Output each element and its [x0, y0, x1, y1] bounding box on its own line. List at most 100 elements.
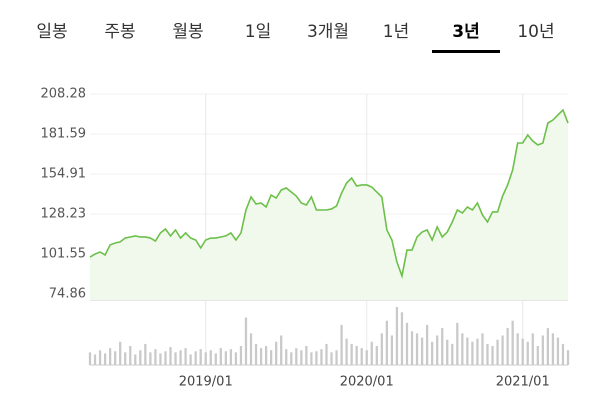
volume-bar — [93, 354, 97, 365]
volume-bar — [295, 348, 298, 365]
price-line — [89, 108, 569, 279]
volume-bar — [88, 352, 92, 365]
volume-bar — [159, 353, 162, 365]
volume-bar — [436, 335, 439, 365]
x-tick-label: 2019/01 — [179, 375, 233, 390]
volume-bar — [360, 348, 363, 365]
volume-bar — [355, 346, 358, 365]
volume-bar — [270, 350, 273, 365]
volume-bar — [446, 339, 449, 365]
volume-bar — [506, 328, 509, 365]
volume-bar — [239, 346, 243, 365]
x-tick-label: 2020/01 — [340, 375, 394, 390]
volume-bar — [134, 354, 137, 365]
volume-bar — [481, 333, 484, 365]
volume-bar — [290, 352, 293, 365]
volume-bar — [310, 352, 313, 365]
volume-bar — [194, 351, 197, 365]
volume-bar — [305, 346, 308, 365]
volume-bar — [144, 343, 147, 365]
period-tab[interactable]: 3개월 — [307, 22, 349, 42]
volume-bar — [536, 346, 539, 365]
selected-tab-underline — [432, 50, 500, 53]
volume-bar — [214, 353, 217, 365]
y-tick-label: 128.23 — [41, 206, 87, 221]
volume-bar — [431, 341, 434, 365]
volume-bar — [521, 338, 524, 365]
period-tab[interactable]: 1년 — [383, 22, 409, 42]
volume-bar — [400, 312, 404, 365]
volume-bar — [164, 351, 167, 365]
volume-bar — [566, 350, 570, 365]
period-tab[interactable]: 1일 — [245, 22, 271, 42]
volume-bar — [516, 333, 519, 365]
volume-bar — [496, 339, 499, 365]
volume-bar — [466, 337, 469, 365]
volume-bar — [531, 333, 534, 365]
volume-bar — [395, 307, 399, 365]
volume-bar — [365, 350, 368, 365]
volume-bar — [259, 348, 263, 365]
volume-bar — [471, 341, 474, 365]
volume-bar — [491, 346, 494, 365]
volume-bar — [285, 349, 288, 365]
volume-bar — [224, 351, 227, 365]
volume-bar — [375, 346, 378, 365]
volume-bar — [325, 343, 328, 365]
period-tab[interactable]: 10년 — [517, 22, 554, 42]
volume-bar — [350, 343, 353, 365]
period-tab[interactable]: 일봉 — [36, 22, 67, 42]
volume-bar — [149, 352, 152, 365]
volume-bar — [415, 333, 419, 365]
volume-bar — [280, 335, 283, 365]
volume-bar — [441, 328, 444, 365]
period-tab[interactable]: 월봉 — [172, 22, 203, 42]
volume-bar — [410, 331, 414, 365]
period-tab[interactable]: 3년 — [452, 22, 479, 42]
y-tick-label: 101.55 — [41, 246, 87, 261]
volume-bar — [451, 343, 454, 365]
volume-bar — [204, 352, 207, 365]
volume-bar — [103, 353, 107, 365]
volume-bar — [546, 328, 550, 365]
volume-bar — [139, 350, 142, 365]
volume-bar — [234, 352, 238, 365]
volume-bar — [264, 346, 268, 365]
volume-bar — [461, 333, 464, 365]
volume-bar — [370, 341, 373, 365]
volume-bar — [184, 348, 187, 365]
volume-bar — [174, 352, 177, 365]
volume-bar — [476, 338, 479, 365]
volume-bar — [551, 333, 555, 365]
y-tick-label: 154.91 — [41, 167, 87, 182]
volume-bar — [209, 350, 212, 365]
volume-bar — [330, 352, 333, 365]
x-tick-label: 2021/01 — [496, 375, 550, 390]
volume-bar — [405, 322, 409, 365]
y-tick-label: 181.59 — [41, 127, 87, 142]
volume-bar — [315, 351, 318, 365]
volume-bar — [254, 343, 258, 365]
volume-bar — [385, 320, 388, 365]
volume-bar — [345, 338, 348, 365]
volume-bar — [380, 333, 383, 365]
volume-bar — [108, 348, 112, 365]
volume-bar — [154, 349, 157, 365]
volume-bar — [219, 348, 222, 365]
volume-bar — [119, 341, 122, 365]
volume-bar — [511, 320, 514, 365]
volume-bar — [300, 350, 303, 365]
volume-bar — [556, 337, 560, 365]
volume-bar — [390, 335, 394, 365]
volume-bar — [179, 350, 182, 365]
period-tab[interactable]: 주봉 — [104, 22, 135, 42]
volume-bar — [249, 333, 253, 365]
volume-bar — [486, 343, 489, 365]
price-area — [90, 110, 568, 300]
volume-bar — [189, 354, 192, 365]
volume-bar — [98, 350, 102, 365]
volume-bar — [425, 324, 429, 365]
volume-bar — [229, 349, 233, 365]
